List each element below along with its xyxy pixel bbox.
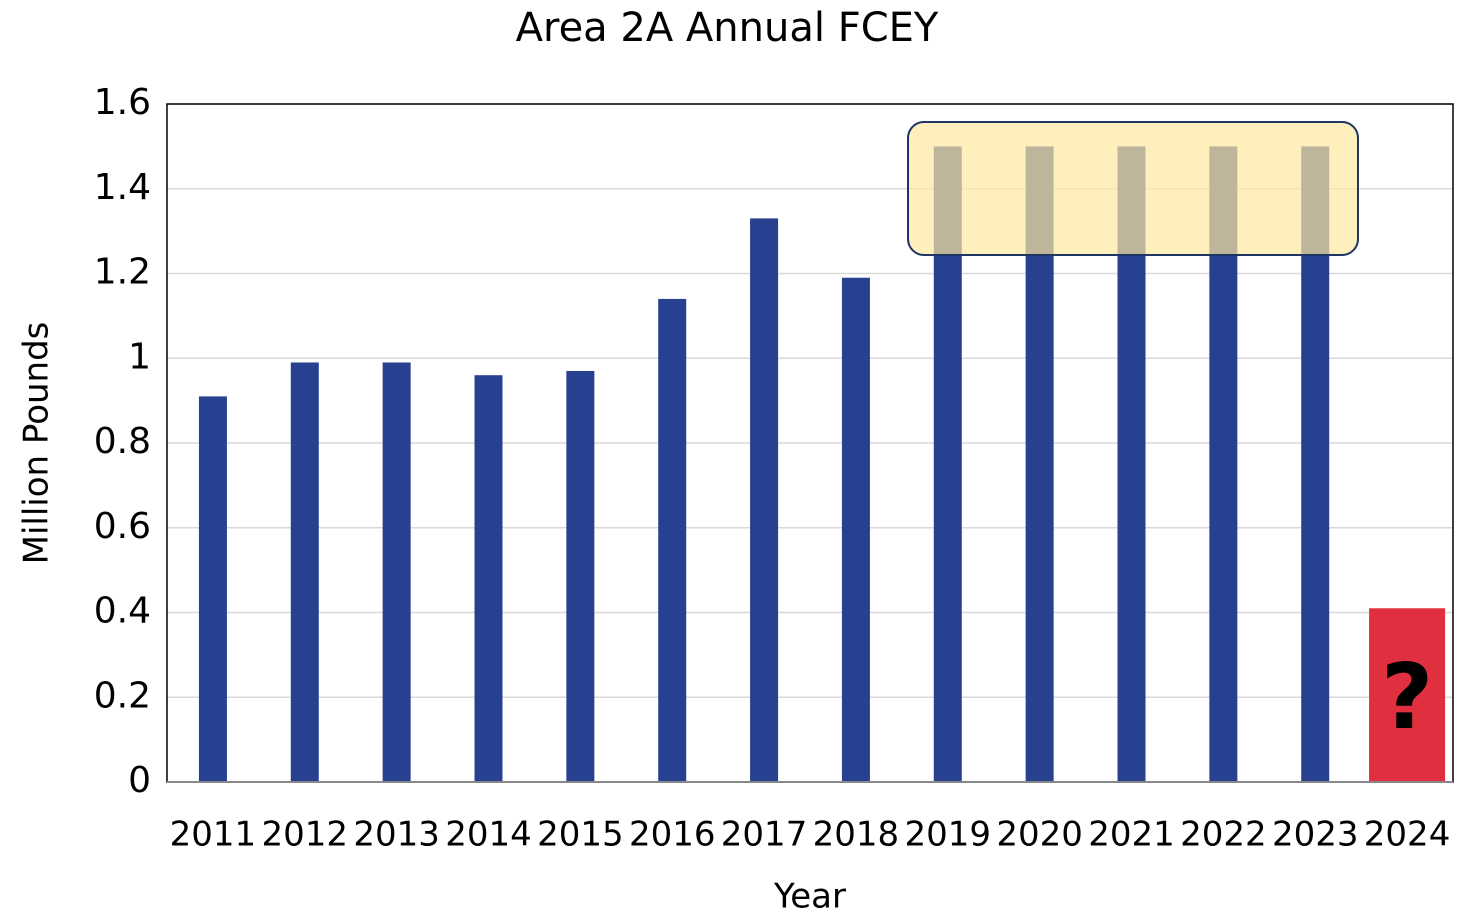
annotation: ? (1381, 645, 1433, 750)
x-tick-label: 2016 (629, 815, 716, 855)
y-tick-label: 0 (128, 760, 151, 801)
x-tick-label: 2015 (537, 815, 624, 855)
x-tick-label: 2014 (445, 815, 532, 855)
y-tick-label: 0.4 (94, 591, 151, 632)
x-tick-label: 2019 (905, 815, 992, 855)
x-tick-label: 2012 (262, 815, 349, 855)
x-axis-label: Year (773, 877, 846, 914)
bar (1369, 608, 1446, 782)
y-tick-label: 1.4 (94, 167, 151, 208)
y-tick-label: 0.6 (94, 506, 151, 547)
highlight-box (907, 121, 1359, 256)
bar (382, 362, 411, 782)
bar (566, 370, 595, 782)
x-tick-label: 2024 (1364, 815, 1451, 855)
y-tick-label: 0.8 (94, 421, 151, 462)
x-tick-label: 2020 (996, 815, 1083, 855)
x-tick-label: 2023 (1272, 815, 1359, 855)
x-tick-label: 2011 (170, 815, 257, 855)
x-tick-label: 2013 (353, 815, 440, 855)
x-tick-label: 2018 (813, 815, 900, 855)
bar (198, 396, 227, 782)
y-tick-label: 1.2 (94, 252, 151, 293)
bar (841, 277, 870, 782)
y-tick-label: 1 (128, 336, 151, 377)
x-tick-label: 2021 (1088, 815, 1175, 855)
bar (474, 375, 503, 782)
x-tick-label: 2022 (1180, 815, 1267, 855)
y-tick-label: 0.2 (94, 675, 151, 716)
bar (750, 218, 779, 783)
chart-title: Area 2A Annual FCEY (516, 5, 939, 51)
y-axis-label: Million Pounds (17, 322, 57, 565)
bar (658, 298, 687, 782)
y-tick-label: 1.6 (94, 82, 151, 123)
bar (290, 362, 319, 782)
x-tick-label: 2017 (721, 815, 808, 855)
